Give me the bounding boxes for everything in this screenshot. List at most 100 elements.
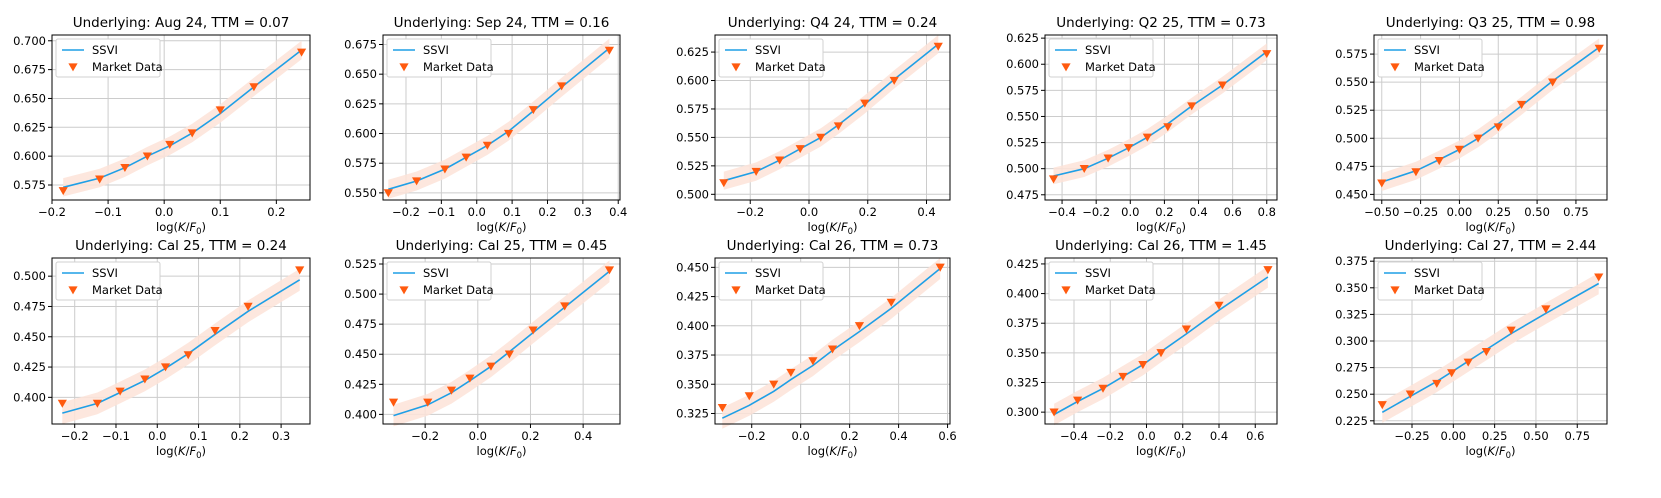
market-data-point [1098,384,1108,393]
market-data-point [833,122,843,131]
legend-market-label: Market Data [1414,283,1485,297]
y-tick-label: 0.300 [1335,334,1368,348]
market-data-point [1506,326,1516,335]
x-tick-label: 0.3 [574,205,592,219]
y-tick-label: 0.325 [676,406,709,420]
x-tick-label: 0.4 [889,429,907,443]
x-axis-label: log(K/F0) [1466,444,1516,461]
y-tick-label: 0.600 [13,149,46,163]
market-data-point [1163,123,1173,132]
market-data-point [160,363,171,372]
legend-ssvi-label: SSVI [1085,266,1111,280]
y-tick-label: 0.700 [13,34,46,48]
y-tick-label: 0.450 [344,347,377,361]
x-axis-label-suffix: ) [853,220,858,234]
legend-box [55,261,161,301]
market-data-point [115,387,125,396]
x-tick-label: 0.4 [574,429,592,443]
market-data-point [1263,266,1273,275]
confidence-band [1381,38,1600,192]
plot-frame [1044,34,1278,201]
y-tick-label: 0.600 [676,74,709,88]
y-tick-label: 0.550 [1335,75,1368,89]
market-data-point [528,326,538,335]
market-data-point [249,83,259,92]
y-tick-label: 0.225 [1335,414,1368,428]
y-tick-label: 0.300 [1006,405,1039,419]
legend-box [55,38,161,78]
x-tick-label: 0.4 [609,205,627,219]
confidence-band [722,258,941,429]
x-axis-label-F: F [841,220,848,234]
market-data-point [854,322,865,331]
plot-frame [714,257,951,425]
y-tick-label: 0.500 [13,269,46,283]
plot-frame [1373,34,1608,201]
market-data-point [935,263,945,272]
y-tick-label: 0.475 [1006,188,1039,202]
legend-market-label: Market Data [1414,60,1485,74]
market-data-point [604,46,614,55]
x-axis-label-suffix: ) [853,444,858,458]
x-axis-label-F: F [510,220,517,234]
legend-box [1377,38,1483,78]
market-data-point [140,375,150,384]
x-axis-label-F: F [510,444,517,458]
legend-ssvi-label: SSVI [423,266,449,280]
y-tick-label: 0.275 [1335,361,1368,375]
legend-ssvi-label: SSVI [92,266,118,280]
y-tick-label: 0.425 [676,290,709,304]
market-data-point [183,351,193,360]
x-tick-label: −0.2 [736,205,764,219]
subplot-title: Underlying: Q2 25, TTM = 0.73 [1056,15,1265,31]
y-tick-label: 0.375 [1335,254,1368,268]
legend-market-label: Market Data [1085,283,1156,297]
y-tick-label: 0.575 [1006,83,1039,97]
x-axis-label-sub: 0 [196,227,201,237]
x-tick-label: 0.1 [503,205,521,219]
market-data-point [1447,369,1457,378]
y-tick-label: 0.575 [1335,47,1368,61]
market-data-point [808,357,818,366]
market-data-point [1262,50,1272,59]
market-data-point [1049,408,1059,417]
legend-market-swatch [399,63,409,72]
y-tick-label: 0.625 [1006,31,1039,45]
market-data-point [1493,123,1503,132]
legend-market-swatch [399,286,409,295]
subplot-3: Underlying: Q4 24, TTM = 0.24 −0.2 0.0 0.2 0… [676,15,951,237]
x-tick-label: 0.50 [1523,429,1549,443]
market-data-point [1156,349,1166,358]
market-data-point [1079,164,1089,174]
market-data-point [1454,145,1465,154]
y-tick-label: 0.475 [344,317,377,331]
market-data-point [465,374,475,383]
x-tick-label: 0.0 [792,429,810,443]
x-axis-label-slash: / [1166,444,1170,458]
y-tick-label: 0.400 [676,319,709,333]
legend-market-swatch [1061,63,1071,72]
x-axis-label-slash: / [837,220,841,234]
market-data-point [1187,102,1197,111]
x-axis-label-sub: 0 [1176,227,1181,237]
y-tick-label: 0.375 [1006,316,1039,330]
x-tick-label: 0.2 [859,205,877,219]
x-tick-label: 0.6 [1223,205,1241,219]
market-data-point [165,140,175,149]
x-axis-label-suffix: ) [202,444,207,458]
market-data-point [719,179,729,188]
market-data-point [388,398,399,407]
x-tick-label: 0.00 [1447,205,1473,219]
y-tick-label: 0.425 [1006,257,1039,271]
market-data-point [786,368,796,377]
y-tick-label: 0.625 [344,97,377,111]
y-tick-label: 0.325 [1006,376,1039,390]
y-tick-label: 0.500 [1006,162,1039,176]
market-data-point [1473,134,1483,143]
x-axis-label-slash: / [506,444,510,458]
subplot-title: Underlying: Cal 25, TTM = 0.24 [75,238,287,254]
market-data-point [383,189,393,198]
market-data-point [1463,358,1473,367]
y-tick-label: 0.400 [13,390,46,404]
market-data-point [1073,396,1083,405]
